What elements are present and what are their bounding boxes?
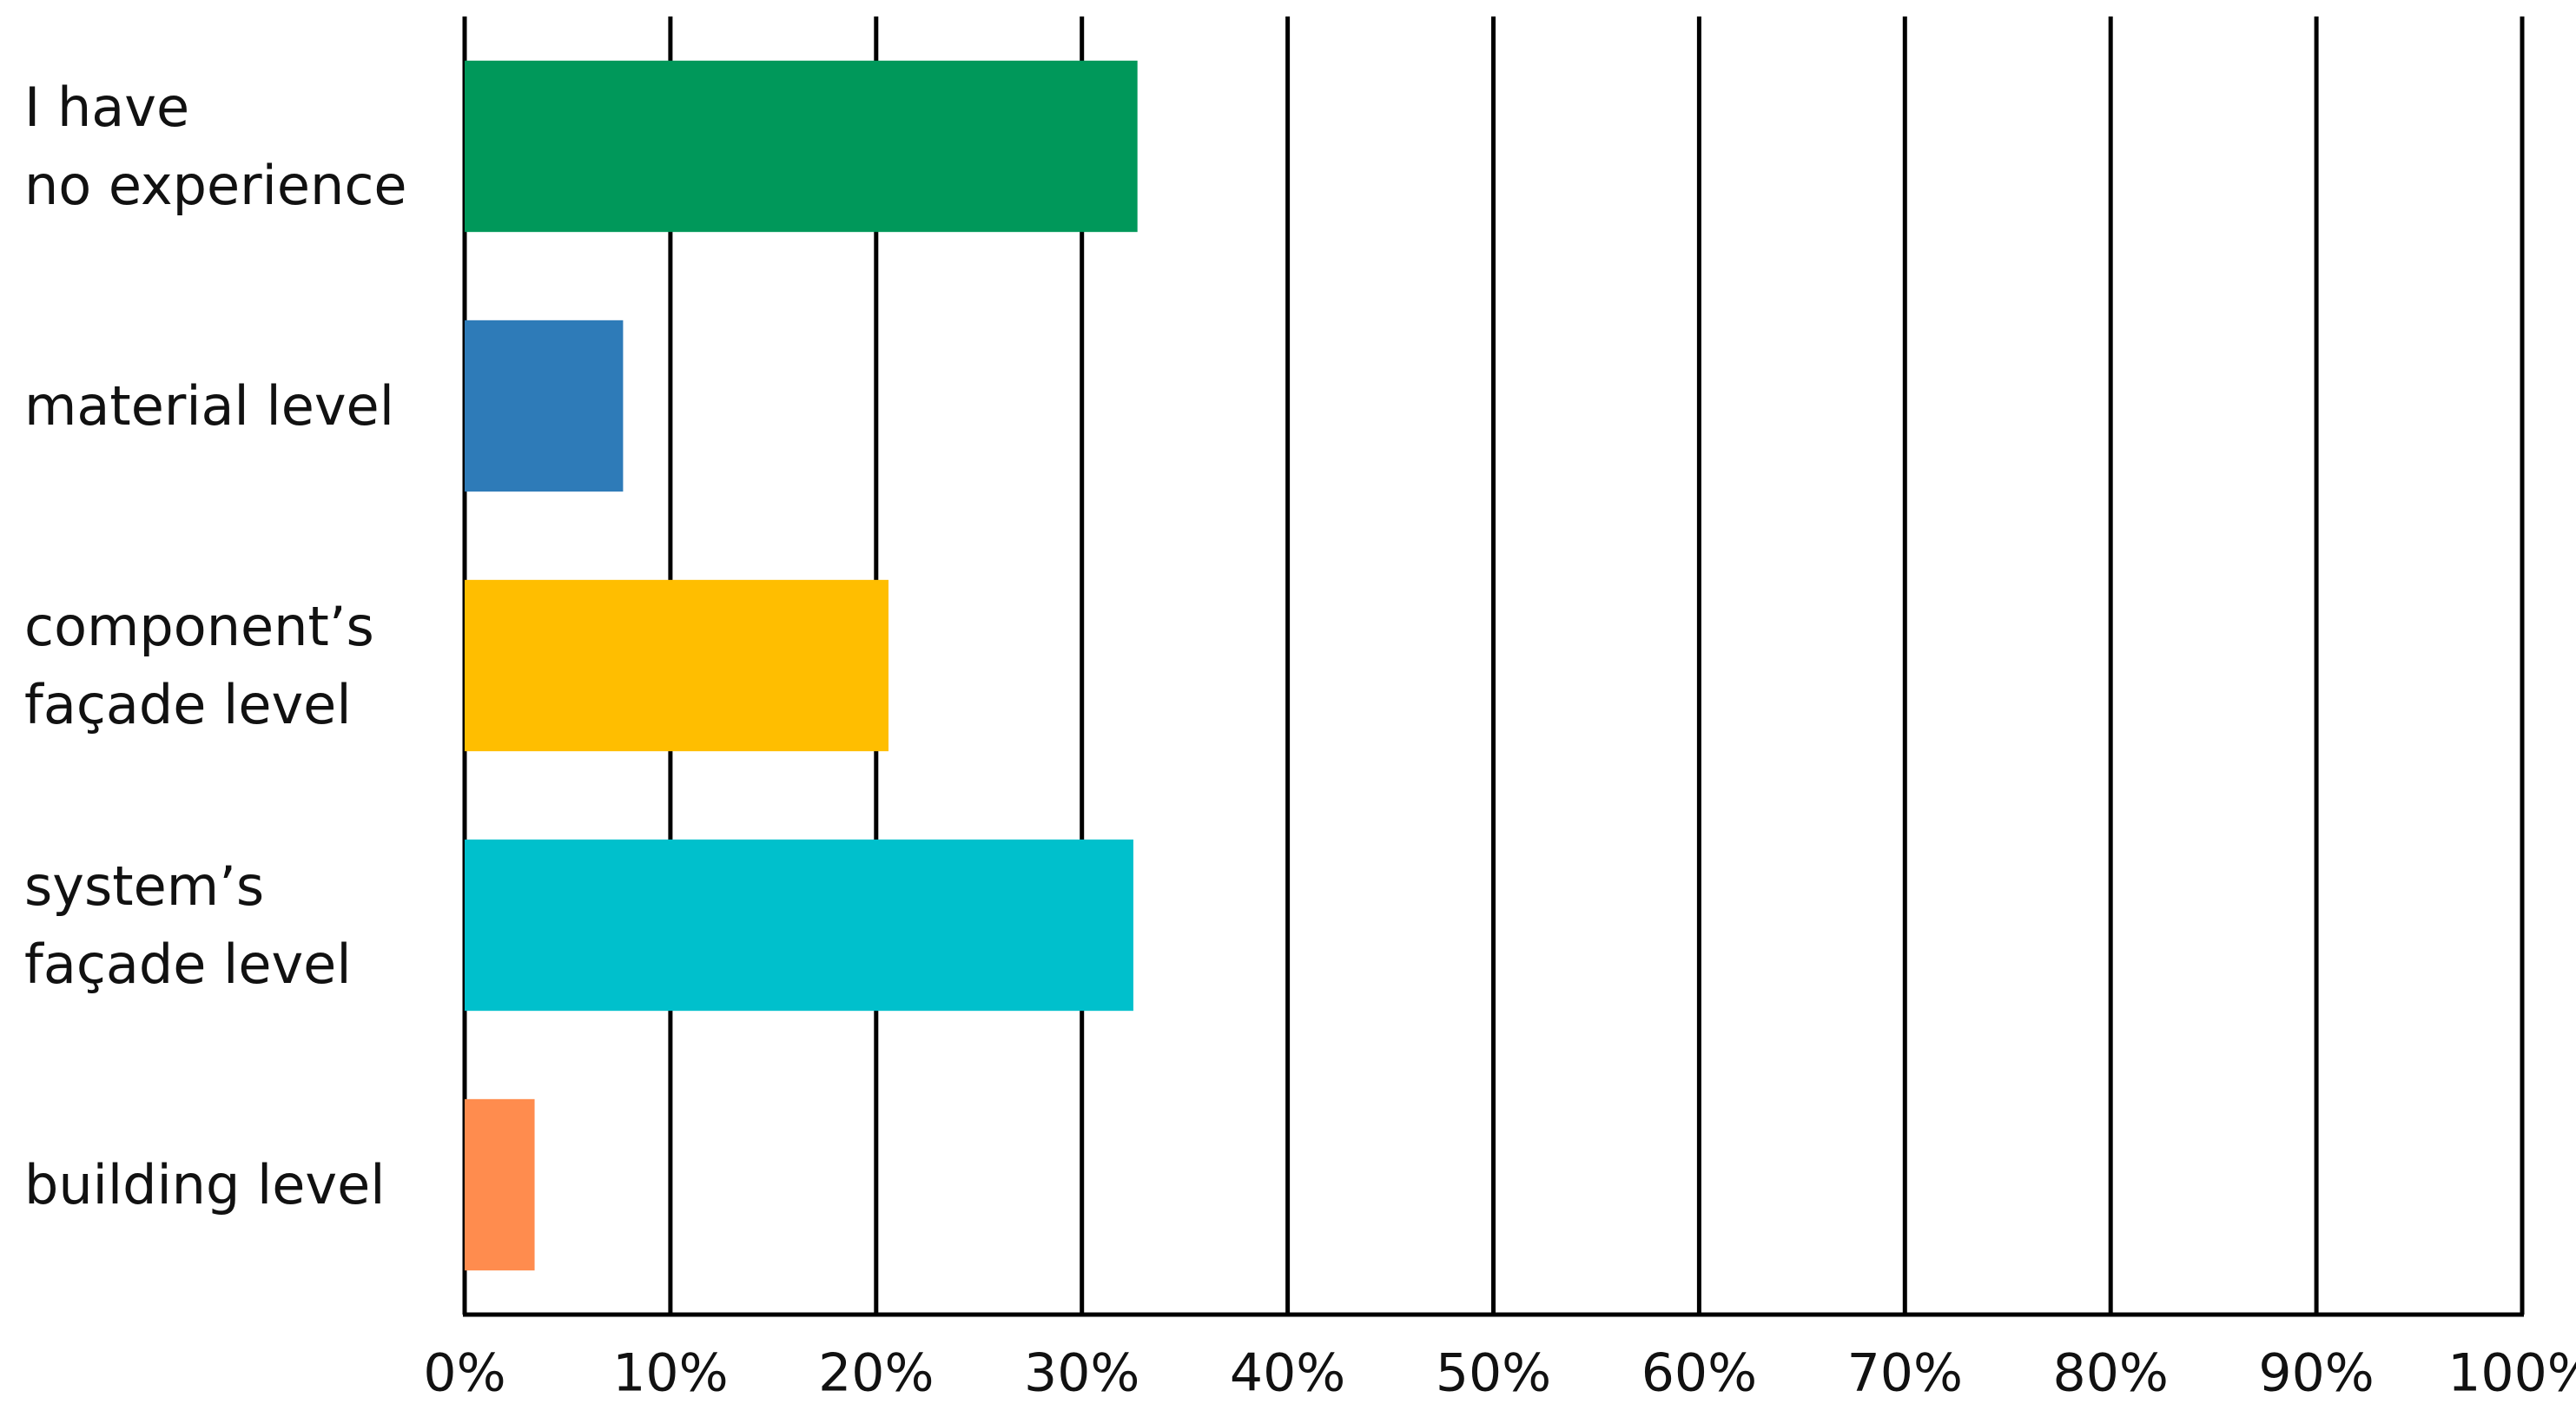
y-tick-label: I have no experience [24,75,407,217]
y-tick-label: building level [24,1152,386,1216]
x-tick-label: 50% [1436,1343,1551,1404]
x-tick-label: 10% [612,1343,728,1404]
bar [465,320,624,492]
bar [465,60,1138,233]
x-tick-label: 70% [1847,1343,1963,1404]
x-tick-label: 30% [1024,1343,1139,1404]
x-tick-label: 40% [1230,1343,1345,1404]
bar [465,579,889,752]
x-tick-label: 80% [2053,1343,2169,1404]
x-tick-label: 0% [423,1343,505,1404]
y-tick-label: material level [24,373,394,438]
bar [465,1098,535,1271]
x-tick-label: 20% [818,1343,934,1404]
bar [465,839,1133,1012]
y-tick-label: component’s façade level [24,594,374,736]
x-tick-label: 60% [1641,1343,1757,1404]
x-tick-label: 100% [2447,1343,2576,1404]
x-tick-label: 90% [2258,1343,2374,1404]
y-tick-label: system’s façade level [24,854,352,996]
